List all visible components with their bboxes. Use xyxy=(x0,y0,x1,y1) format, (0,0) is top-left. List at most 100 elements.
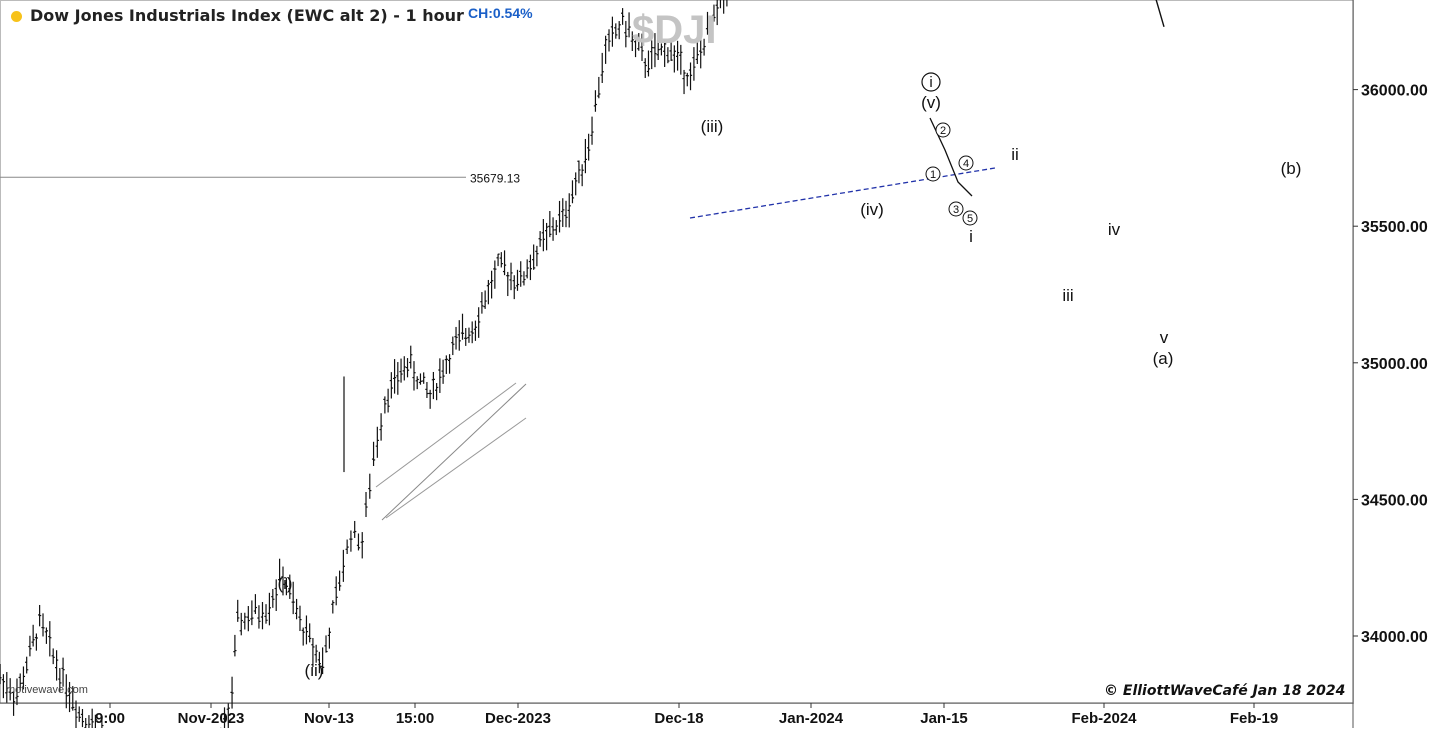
ohlc-bar xyxy=(561,198,564,227)
wave-label-projection: ii xyxy=(1011,145,1019,164)
ohlc-bar xyxy=(45,627,48,643)
ohlc-bar xyxy=(372,442,375,466)
ohlc-bar xyxy=(308,623,311,642)
ohlc-bar xyxy=(484,290,487,308)
ohlc-bar xyxy=(577,161,580,184)
ohlc-bar xyxy=(618,21,621,39)
ohlc-bar xyxy=(416,376,419,389)
ohlc-bar xyxy=(614,23,617,38)
ohlc-bar xyxy=(48,621,51,656)
ohlc-bar xyxy=(32,625,35,647)
symbol-watermark: $DJI xyxy=(632,8,717,53)
ohlc-bar xyxy=(261,602,264,629)
ohlc-bar xyxy=(551,217,554,240)
ohlc-bar xyxy=(474,321,477,341)
ohlc-bar xyxy=(305,615,308,644)
wave-label-primary: 3 xyxy=(953,204,959,216)
ohlc-bar xyxy=(247,606,250,631)
ohlc-bar xyxy=(74,701,77,728)
ohlc-bar xyxy=(419,373,422,384)
y-tick-label: 35000.00 xyxy=(1361,356,1428,373)
ohlc-bar xyxy=(328,628,331,649)
ohlc-bar xyxy=(558,201,561,233)
ohlc-bar xyxy=(338,571,341,591)
ohlc-bar xyxy=(84,718,87,728)
x-tick-label: 9:00 xyxy=(95,710,125,727)
ohlc-bar xyxy=(364,492,367,517)
plot-border xyxy=(1,1,1354,704)
ohlc-bar xyxy=(25,657,28,674)
ohlc-bar xyxy=(425,382,428,398)
ohlc-bar xyxy=(376,427,379,458)
ohlc-bar xyxy=(422,372,425,383)
ohlc-bar xyxy=(601,53,604,83)
channel-upper xyxy=(382,384,526,520)
x-tick-label: Jan-15 xyxy=(920,710,968,727)
ohlc-bar xyxy=(61,658,64,687)
ohlc-bar xyxy=(451,337,454,355)
ohlc-bar xyxy=(471,321,474,343)
ohlc-bar xyxy=(597,77,600,98)
wave-label-minor: (iv) xyxy=(860,200,884,219)
wave-label-circled-i: i xyxy=(929,74,932,91)
ohlc-bar xyxy=(55,650,58,680)
ohlc-bar xyxy=(357,533,360,550)
ohlc-bar xyxy=(302,628,305,646)
ohlc-bar xyxy=(571,180,574,203)
ohlc-bar xyxy=(346,540,349,554)
ohlc-bar xyxy=(268,593,271,626)
ohlc-bar xyxy=(441,360,444,384)
ohlc-bar xyxy=(35,633,38,650)
x-tick-label: Feb-19 xyxy=(1230,710,1278,727)
wave-label-minor: (i) xyxy=(277,574,292,593)
ohlc-bar xyxy=(2,674,5,698)
ohlc-bar xyxy=(461,314,464,340)
ohlc-bar xyxy=(611,17,614,47)
ohlc-bar xyxy=(493,260,496,288)
ohlc-bar xyxy=(604,36,607,64)
ohlc-bar xyxy=(342,550,345,582)
ohlc-bar xyxy=(236,600,239,622)
y-tick-label: 36000.00 xyxy=(1361,83,1428,100)
ohlc-bar xyxy=(406,358,409,377)
ohlc-bar xyxy=(257,605,260,628)
x-tick-label: Nov-2023 xyxy=(178,710,245,727)
ohlc-bars xyxy=(0,0,1272,728)
ohlc-bar xyxy=(464,328,467,346)
wave-label-corrective: (b) xyxy=(1281,159,1302,178)
ohlc-bar xyxy=(295,599,298,619)
ohlc-bar xyxy=(380,413,383,440)
ohlc-bar xyxy=(78,706,81,721)
wave-label-primary: 4 xyxy=(963,158,969,170)
ohlc-bar xyxy=(52,648,55,664)
ohlc-bar xyxy=(564,201,567,227)
ohlc-bar xyxy=(621,8,624,25)
ohlc-bar xyxy=(41,613,44,636)
ohlc-bar xyxy=(584,139,587,173)
ohlc-bar xyxy=(590,117,593,145)
ohlc-bar xyxy=(412,361,415,390)
wave-label-corrective: (a) xyxy=(1153,349,1174,368)
ohlc-bar xyxy=(429,390,432,409)
x-tick-label: Feb-2024 xyxy=(1071,710,1137,727)
chart-title: Dow Jones Industrials Index (EWC alt 2) … xyxy=(30,6,464,25)
ohlc-bar xyxy=(496,254,499,266)
channel-lower xyxy=(376,383,516,487)
ohlc-bar xyxy=(353,521,356,538)
wave-label-primary: 5 xyxy=(967,213,973,225)
ohlc-bar xyxy=(254,594,257,614)
ohlc-bar xyxy=(539,231,542,247)
ohlc-bar xyxy=(624,21,627,47)
wave-label-projection: v xyxy=(1160,328,1169,347)
ohlc-bar xyxy=(87,715,90,728)
channel-bottom xyxy=(386,418,526,518)
ohlc-bar xyxy=(607,29,610,51)
ohlc-bar xyxy=(500,252,503,267)
ohlc-bar xyxy=(487,280,490,304)
ohlc-bar xyxy=(545,223,548,250)
wave-label-projection: iii xyxy=(1062,286,1073,305)
ohlc-bar xyxy=(393,359,396,394)
x-tick-label: Dec-18 xyxy=(654,710,703,727)
ohlc-bar xyxy=(477,307,480,338)
